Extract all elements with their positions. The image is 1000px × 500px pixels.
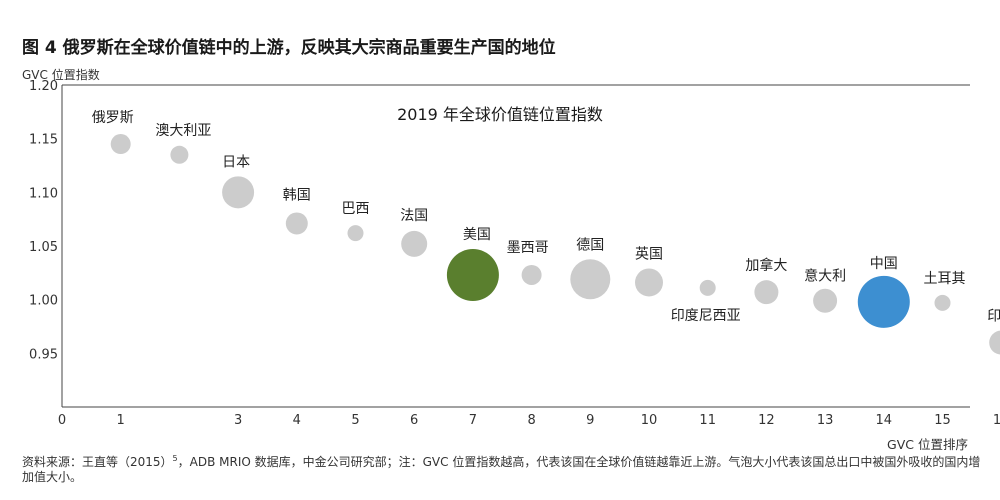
bubble-5: [347, 225, 364, 242]
x-tick-label: 7: [469, 413, 477, 428]
x-tick-label: 11: [699, 413, 716, 428]
bubble-4: [285, 212, 308, 235]
x-tick-label: 16: [993, 413, 1000, 428]
bubble-label-8: 墨西哥: [507, 240, 549, 256]
bubble-label-10: 英国: [635, 245, 663, 262]
bubble-label-5: 巴西: [342, 201, 370, 217]
x-tick-label: 4: [293, 413, 301, 428]
source-text: 资料来源：王直等（2015）: [22, 455, 173, 469]
source-note: 资料来源：王直等（2015）5，ADB MRIO 数据库，中金公司研究部；注：G…: [22, 455, 982, 485]
bubble-15: [934, 294, 951, 311]
bubble-label-16: 印度: [987, 309, 1000, 325]
bubble-3: [222, 176, 255, 209]
bubble-16: [989, 330, 1000, 355]
y-tick-label: 1.15: [29, 133, 58, 148]
y-tick-label: 1.00: [29, 294, 58, 309]
bubble-12: [754, 280, 779, 305]
bubble-6: [401, 230, 428, 257]
bubble-label-3: 日本: [222, 154, 250, 170]
x-tick-label: 14: [876, 413, 893, 428]
source-footnote-ref: 5: [172, 454, 178, 463]
x-tick-label: 0: [58, 413, 66, 428]
y-tick-label: 1.10: [29, 186, 58, 201]
bubble-label-11: 印度尼西亚: [671, 308, 741, 324]
bubble-label-6: 法国: [400, 208, 428, 224]
x-axis-title: GVC 位置排序: [887, 437, 968, 452]
x-tick-label: 9: [586, 413, 594, 428]
bubble-11: [699, 279, 716, 296]
bubbles: [110, 134, 1000, 355]
bubble-8: [521, 264, 542, 285]
x-tick-label: 10: [641, 413, 658, 428]
source-rest: ，ADB MRIO 数据库，中金公司研究部；注：GVC 位置指数越高，代表该国在…: [22, 455, 981, 484]
x-tick-label: 1: [117, 413, 125, 428]
x-tick-label: 6: [410, 413, 418, 428]
x-tick-labels: 01345678910111213141516: [58, 413, 1000, 428]
y-tick-labels: 1.20 1.15 1.10 1.05 1.00 0.95: [29, 79, 58, 362]
x-tick-label: 8: [527, 413, 535, 428]
chart-inner-title: 2019 年全球价值链位置指数: [397, 105, 603, 124]
y-axis-title: GVC 位置指数: [22, 68, 100, 82]
bubble-14: [857, 275, 910, 328]
bubble-label-9: 德国: [576, 237, 604, 253]
bubble-1: [110, 134, 131, 155]
x-tick-label: 5: [351, 413, 359, 428]
bubble-10: [635, 268, 663, 297]
bubble-label-4: 韩国: [283, 187, 311, 203]
bubble-7: [446, 248, 499, 301]
y-tick-label: 0.95: [29, 347, 58, 362]
x-tick-label: 13: [817, 413, 834, 428]
bubble-label-15: 土耳其: [924, 271, 966, 287]
y-tick-label: 1.05: [29, 240, 58, 255]
bubble-2: [170, 145, 189, 164]
x-tick-label: 12: [758, 413, 775, 428]
y-tick-label: 1.20: [29, 79, 58, 94]
x-tick-label: 15: [934, 413, 951, 428]
bubble-13: [813, 288, 838, 313]
bubble-label-14: 中国: [870, 256, 898, 272]
figure-title: 图 4 俄罗斯在全球价值链中的上游，反映其大宗商品重要生产国的地位: [22, 38, 556, 58]
bubble-label-1: 俄罗斯: [92, 110, 134, 126]
bubble-9: [570, 259, 611, 300]
bubble-label-12: 加拿大: [745, 257, 787, 274]
bubble-label-2: 澳大利亚: [155, 123, 211, 139]
bubble-label-13: 意大利: [804, 268, 846, 285]
x-tick-label: 3: [234, 413, 242, 428]
bubble-label-7: 美国: [463, 227, 491, 243]
